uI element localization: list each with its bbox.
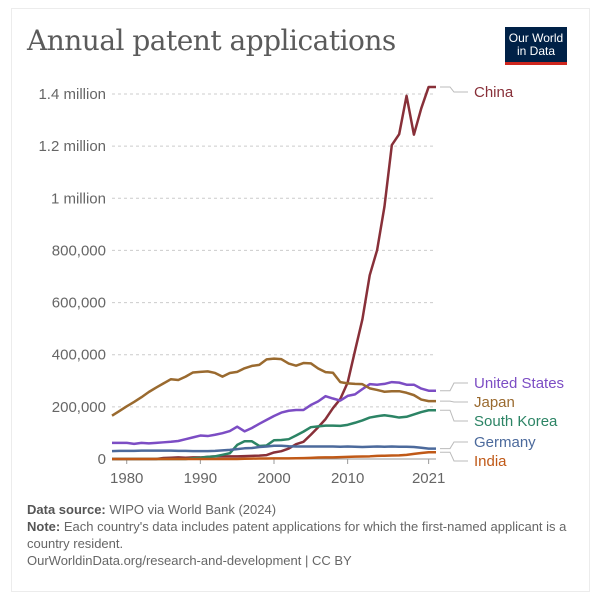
note-text: Each country's data includes patent appl… xyxy=(27,519,567,551)
label-connector xyxy=(440,86,468,93)
x-tick-label: 2021 xyxy=(412,470,445,487)
series-label: China xyxy=(474,84,514,101)
x-tick-label: 1980 xyxy=(110,470,143,487)
y-tick-label: 600,000 xyxy=(52,295,106,312)
source-label: Data source: xyxy=(27,502,106,517)
logo-line-2: in Data xyxy=(516,44,556,58)
y-tick-label: 1.4 million xyxy=(38,86,106,103)
y-tick-label: 200,000 xyxy=(52,399,106,416)
chart-title: Annual patent applications xyxy=(27,24,396,57)
logo-accent-bar xyxy=(505,62,567,65)
y-tick-label: 1.2 million xyxy=(38,138,106,155)
note-line: Note: Each country's data includes paten… xyxy=(27,518,567,552)
x-tick-label: 2000 xyxy=(257,470,290,487)
label-connector xyxy=(440,400,468,403)
y-tick-label: 0 xyxy=(98,451,106,468)
note-label: Note: xyxy=(27,519,61,534)
series-line-japan xyxy=(111,357,436,417)
label-connector xyxy=(440,409,468,422)
label-connector xyxy=(440,382,468,392)
source-text: WIPO via World Bank (2024) xyxy=(109,502,277,517)
chart-card xyxy=(11,8,590,592)
x-tick-label: 2010 xyxy=(331,470,364,487)
series-line-china xyxy=(112,85,436,461)
series-label: Germany xyxy=(474,434,536,451)
series-label: United States xyxy=(474,375,564,392)
source-url[interactable]: OurWorldinData.org/research-and-developm… xyxy=(27,553,352,568)
source-line: Data source: WIPO via World Bank (2024) xyxy=(27,501,567,518)
series-line-germany xyxy=(111,444,436,453)
series-line-united-states xyxy=(112,380,436,446)
y-tick-label: 400,000 xyxy=(52,347,106,364)
series-label: South Korea xyxy=(474,413,558,430)
x-tick-label: 1990 xyxy=(184,470,217,487)
series-label: India xyxy=(474,453,507,470)
series-line-india xyxy=(112,450,436,461)
logo-line-1: Our World xyxy=(508,31,564,45)
label-connector xyxy=(440,451,468,462)
label-connector xyxy=(440,441,468,450)
chart-footer: Data source: WIPO via World Bank (2024) … xyxy=(27,501,567,569)
series-label: Japan xyxy=(474,394,515,411)
owid-logo[interactable]: Our World in Data xyxy=(505,27,567,65)
y-tick-label: 800,000 xyxy=(52,242,106,259)
y-tick-label: 1 million xyxy=(51,190,106,207)
